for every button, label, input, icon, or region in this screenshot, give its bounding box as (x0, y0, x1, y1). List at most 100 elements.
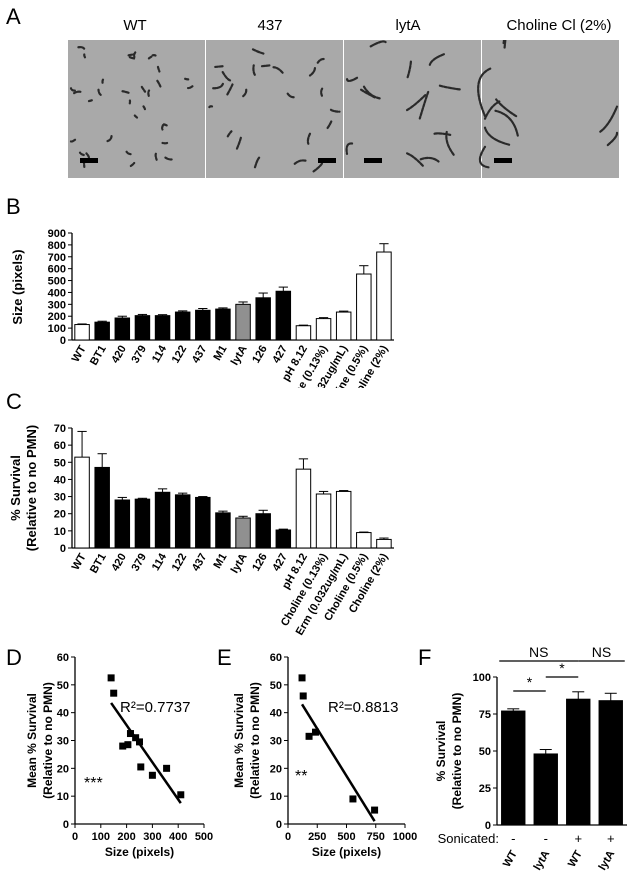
bar (134, 498, 151, 549)
micrograph-cells (477, 40, 619, 169)
panel-letter-a: A (6, 4, 21, 29)
y-axis-label-sub: (Relative to no PMN) (248, 682, 262, 799)
bar (235, 517, 251, 549)
x-tick-label: 427 (270, 552, 290, 574)
bacteria-chain (140, 85, 147, 93)
y-tick-label: 50 (57, 680, 69, 692)
y-tick-label: 0 (276, 819, 282, 831)
micrograph-frame (68, 40, 205, 178)
bacteria-chain (251, 48, 265, 55)
x-tick-label: M1 (212, 552, 230, 571)
y-tick-label: 0 (485, 820, 491, 832)
sonication-bar-chart: 0 25 50 75 100 - WT - lytA + WT + lytA Sonicated: % Su… (434, 644, 627, 872)
bacteria-chain (147, 89, 151, 97)
data-point (124, 741, 132, 749)
significance-text: NS (592, 644, 611, 660)
bacteria-chain (242, 88, 248, 98)
x-tick-label: 750 (367, 831, 385, 843)
bacteria-chain (156, 79, 162, 88)
bacteria-chain (85, 152, 91, 159)
y-tick-label: 900 (48, 228, 66, 240)
y-tick-label: 100 (473, 672, 491, 684)
bacteria-chain (147, 55, 153, 60)
bacteria-chain (156, 65, 161, 73)
x-tick-label: 500 (195, 831, 213, 843)
bacteria-chain (121, 90, 130, 94)
bacteria-chain (405, 152, 425, 168)
micrograph-label-lyta: lytA (395, 17, 421, 34)
x-tick-label: WT (566, 848, 585, 869)
micrograph-cells (345, 40, 462, 168)
y-axis-label: Mean % Survival (25, 693, 39, 788)
y-tick-label: 30 (54, 492, 66, 504)
bar (195, 309, 211, 341)
bacteria-chain (428, 53, 445, 66)
bar (195, 496, 211, 549)
x-tick-label: lytA (532, 848, 553, 872)
sonicated-sign: + (607, 831, 615, 846)
y-tick-label: 25 (479, 783, 491, 795)
bacteria-chain (292, 159, 307, 166)
x-tick-label: 122 (170, 344, 190, 366)
x-tick-label: WT (501, 848, 520, 869)
micrograph-frame (482, 40, 619, 178)
bar (74, 324, 90, 341)
bacteria-chain (311, 162, 324, 174)
y-axis-label: % Survival (434, 721, 448, 782)
bacteria-chain (418, 90, 430, 120)
y-tick-label: 10 (54, 526, 66, 538)
y-tick-label: 200 (48, 311, 66, 323)
x-tick-label: BT1 (88, 552, 109, 576)
r-squared-label: R²=0.8813 (328, 699, 398, 716)
data-point (299, 692, 307, 700)
bacteria-chain (213, 65, 224, 69)
y-tick-label: 60 (270, 652, 282, 664)
significance-text: * (559, 660, 565, 676)
x-tick-label: 250 (308, 831, 326, 843)
bacteria-chain (69, 87, 76, 92)
x-axis-label: Size (pixels) (312, 845, 381, 859)
bacteria-chain (164, 156, 173, 161)
bacteria-chain (419, 156, 440, 163)
x-tick-label: 420 (109, 552, 129, 574)
y-tick-label: 30 (270, 736, 282, 748)
x-tick-label: lytA (229, 343, 250, 367)
scale-bar (80, 158, 98, 163)
bar (174, 494, 191, 549)
x-tick-label: 379 (129, 344, 149, 366)
y-tick-label: 50 (270, 680, 282, 692)
bacteria-chain (253, 156, 261, 169)
x-tick-label: 0 (72, 831, 78, 843)
data-point (126, 730, 134, 738)
bacteria-chain (260, 64, 271, 68)
y-tick-label: 10 (57, 791, 69, 803)
bar (598, 700, 623, 826)
bacteria-chain (345, 76, 359, 83)
micrograph-label-437: 437 (257, 17, 283, 34)
bacteria-chain (186, 85, 194, 90)
bacteria-chain (433, 132, 453, 137)
x-tick-label: 437 (190, 344, 210, 366)
bar (215, 512, 231, 549)
bar (376, 251, 392, 341)
bar (376, 538, 392, 549)
bar (335, 311, 352, 341)
bacteria-chain (445, 130, 456, 157)
y-tick-label: 40 (270, 708, 282, 720)
bacteria-chain (207, 105, 214, 110)
bar (275, 290, 292, 341)
bacteria-chain (162, 123, 168, 127)
bacteria-chain (320, 87, 324, 98)
x-tick-label: BT1 (88, 344, 109, 368)
bar (295, 468, 312, 549)
bacteria-chain (345, 142, 354, 155)
fit-line (110, 702, 182, 804)
bacteria-chain (142, 105, 147, 111)
y-tick-label: 400 (48, 287, 66, 299)
scale-bar (364, 158, 382, 163)
data-point (137, 763, 145, 771)
sonicated-sign: - (511, 831, 515, 846)
bacteria-chain (226, 83, 234, 96)
bacteria-chain (606, 131, 619, 147)
bacteria-chain (127, 53, 135, 57)
